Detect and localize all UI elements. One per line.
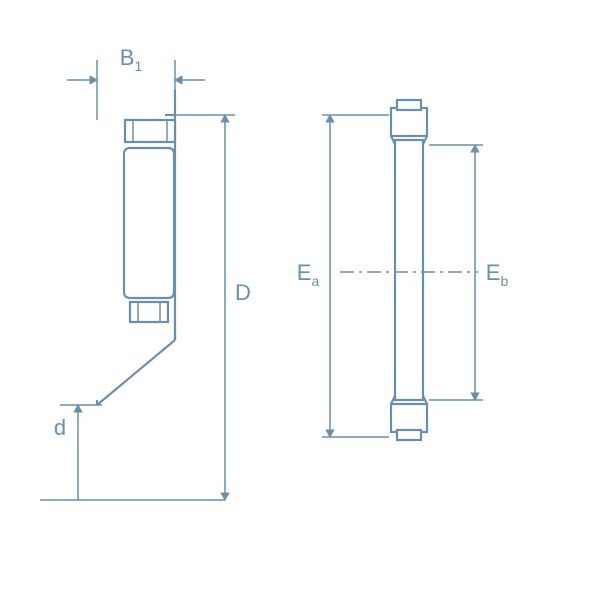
svg-text:d: d <box>54 415 66 440</box>
svg-text:D: D <box>235 280 251 305</box>
svg-text:Ea: Ea <box>297 260 320 289</box>
svg-text:B1: B1 <box>120 45 143 74</box>
svg-text:Eb: Eb <box>486 260 509 289</box>
